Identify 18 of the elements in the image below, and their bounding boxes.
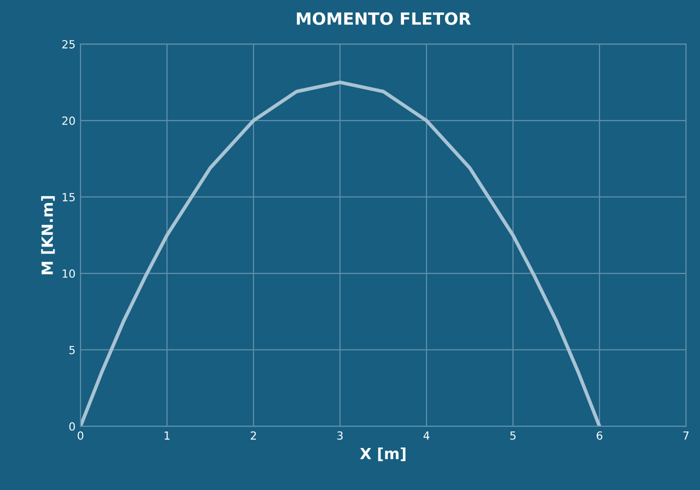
y-axis-title: M [KN.m] xyxy=(41,196,55,274)
x-tick-label: 6 xyxy=(596,431,602,440)
x-tick-label: 0 xyxy=(78,431,84,440)
y-tick-label: 5 xyxy=(69,346,75,354)
x-tick-label: 4 xyxy=(424,432,430,440)
x-tick-label: 2 xyxy=(250,431,256,440)
y-tick-label: 10 xyxy=(62,269,75,278)
x-tick-label: 3 xyxy=(337,431,343,440)
x-tick-label: 5 xyxy=(510,432,516,440)
line-series xyxy=(80,80,602,426)
y-tick-label: 0 xyxy=(69,422,75,431)
y-tick-label: 20 xyxy=(62,116,75,125)
x-tick-label: 7 xyxy=(683,432,689,440)
y-tick-label: 25 xyxy=(62,40,75,48)
x-axis-title: X [m] xyxy=(360,447,406,462)
x-tick-label: 1 xyxy=(164,432,170,440)
chart-title: MOMENTO FLETOR xyxy=(296,12,471,25)
y-tick-label: 15 xyxy=(62,193,75,202)
